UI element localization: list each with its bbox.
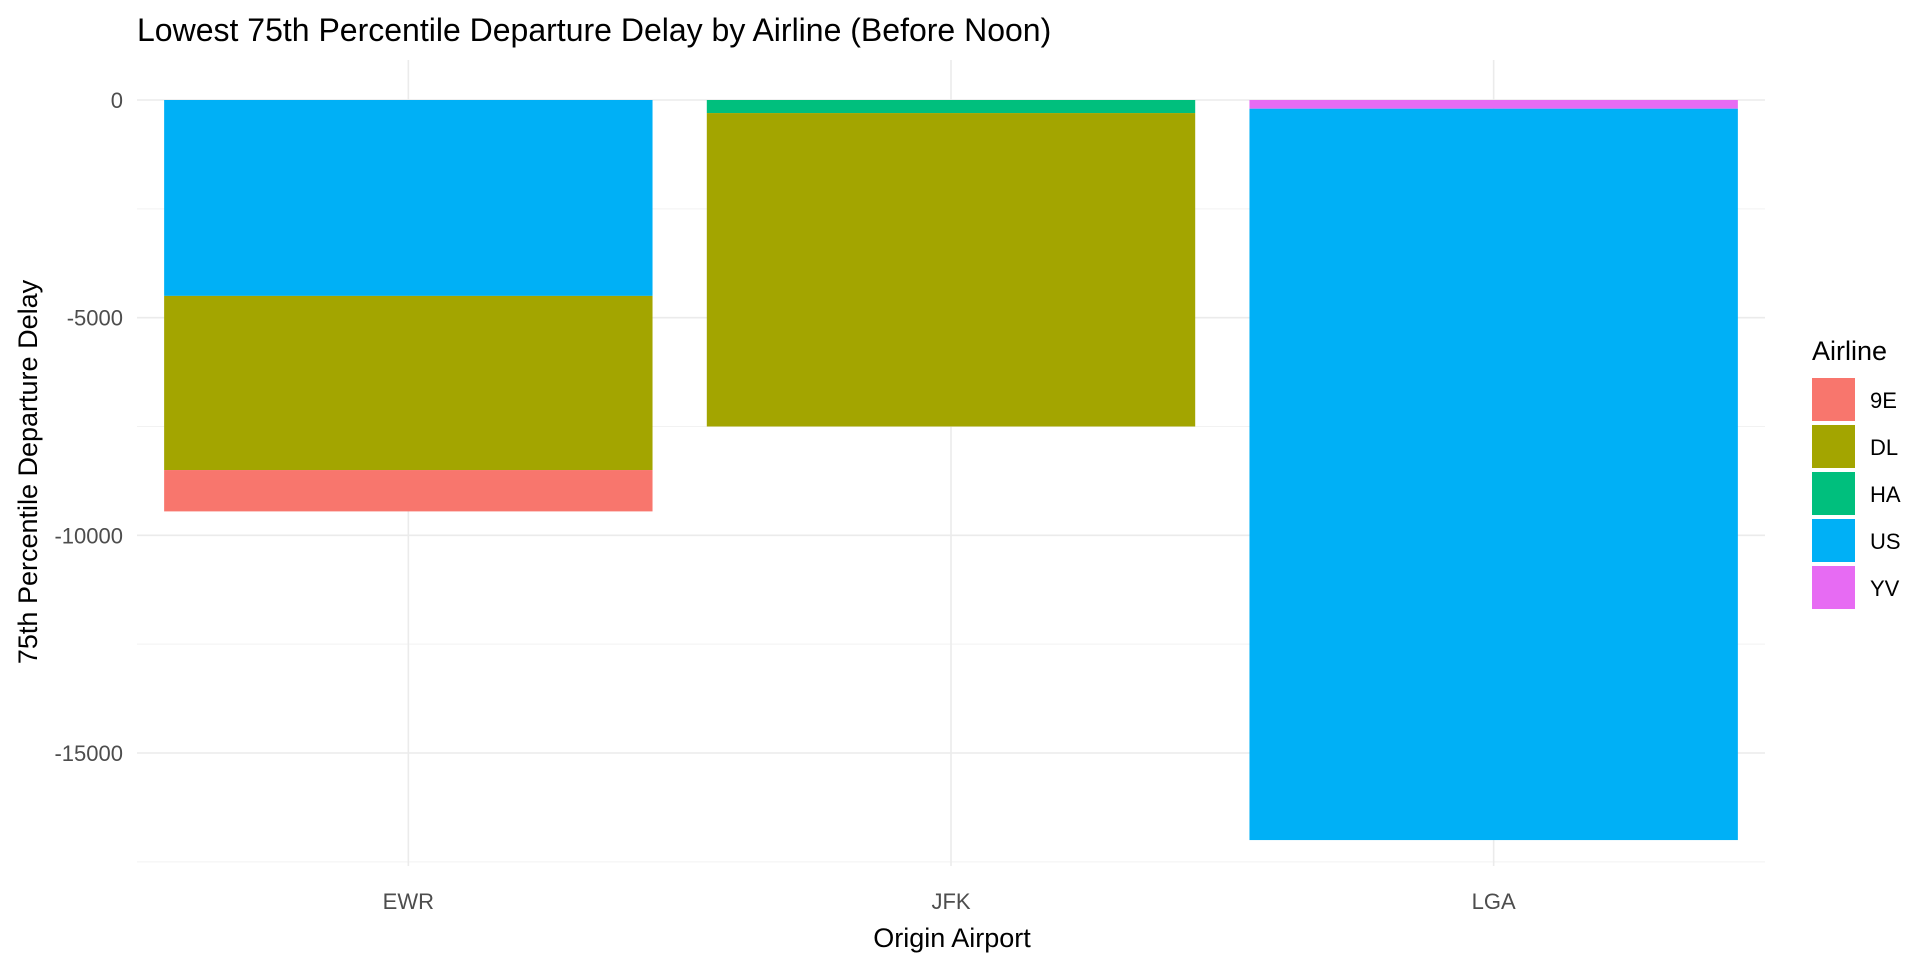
bar-jfk-ha — [706, 100, 1196, 114]
x-tick-label: LGA — [1472, 889, 1516, 914]
y-axis-title: 75th Percentile Departure Delay — [13, 279, 43, 664]
legend-label-us: US — [1870, 529, 1901, 554]
bar-lga-us — [1249, 108, 1738, 841]
y-tick-label: -10000 — [54, 523, 123, 548]
y-tick-label: -15000 — [54, 741, 123, 766]
x-tick-label: EWR — [383, 889, 434, 914]
x-axis-ticks: EWR JFK LGA — [383, 889, 1516, 914]
legend-key-ha — [1812, 472, 1855, 515]
legend: Airline 9E DL HA US YV — [1812, 336, 1901, 609]
legend-key-yv — [1812, 566, 1855, 609]
x-axis-title: Origin Airport — [873, 923, 1031, 953]
legend-title: Airline — [1812, 336, 1887, 366]
bar-ewr-dl — [164, 295, 653, 471]
chart-title: Lowest 75th Percentile Departure Delay b… — [137, 12, 1051, 48]
y-tick-label: 0 — [111, 88, 123, 113]
bar-jfk-dl — [706, 113, 1196, 427]
legend-key-9e — [1812, 378, 1855, 421]
legend-key-us — [1812, 519, 1855, 562]
legend-label-yv: YV — [1870, 576, 1900, 601]
legend-label-ha: HA — [1870, 482, 1901, 507]
y-axis-ticks: 0 -5000 -10000 -15000 — [54, 88, 123, 766]
bars — [164, 100, 1738, 841]
x-tick-label: JFK — [931, 889, 970, 914]
bar-ewr-us — [164, 100, 653, 296]
y-tick-label: -5000 — [67, 306, 123, 331]
legend-key-dl — [1812, 425, 1855, 468]
bar-lga-yv — [1249, 100, 1738, 109]
legend-label-dl: DL — [1870, 435, 1898, 460]
legend-label-9e: 9E — [1870, 388, 1897, 413]
bar-ewr-9e — [164, 470, 653, 512]
